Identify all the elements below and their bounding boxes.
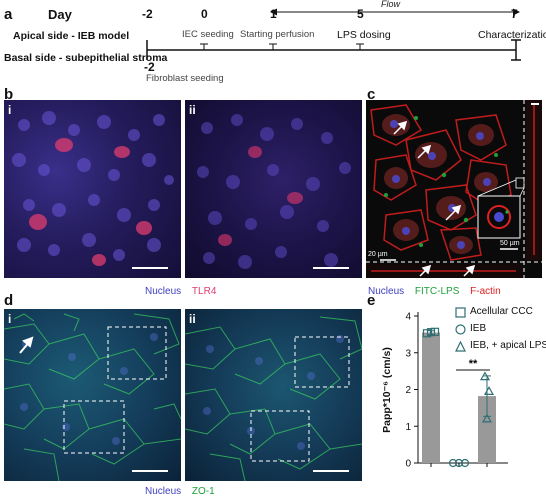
circle-marker-icon <box>455 324 466 335</box>
y-tick-label: 0 <box>405 459 411 470</box>
panel-label-b: b <box>4 86 14 103</box>
scale-label-c-main: 20 µm <box>368 251 388 258</box>
legend-e-label: Acellular CCC <box>470 306 533 317</box>
day-5: 5 <box>357 7 364 21</box>
chart-e: 0 1 2 3 4 ** <box>405 312 508 470</box>
legend-c-f-actin: F-actin <box>470 286 501 297</box>
data-point-triangle <box>481 413 493 423</box>
y-tick-label: 3 <box>405 348 411 359</box>
panel-label-e: e <box>367 292 376 309</box>
flow-label: Flow <box>381 0 401 9</box>
apical-label: Apical side - IEB model <box>13 30 130 42</box>
legend-c-fitc-lps: FITC-LPS <box>414 286 460 297</box>
chart-e-ylabel: Papp*10⁻⁶ (cm/s) <box>381 347 393 433</box>
sublabel-b-i: i <box>8 103 12 117</box>
day-1: 1 <box>270 7 277 21</box>
bar <box>478 396 496 463</box>
basal-day: -2 <box>144 60 155 74</box>
data-point-triangle <box>483 386 495 395</box>
day-0: 0 <box>201 7 208 21</box>
day-minus2: -2 <box>142 7 153 21</box>
chart-e-significance: ** <box>456 358 490 371</box>
flow-arrow <box>270 8 520 16</box>
legend-b-nucleus: Nucleus <box>145 286 182 297</box>
sublabel-d-i: i <box>8 312 12 326</box>
micrograph-d-ii: ii <box>185 309 362 481</box>
scale-bar-d-ii <box>313 470 349 472</box>
panel-label-c: c <box>367 86 376 103</box>
micrograph-b-i: i <box>4 100 181 278</box>
panel-label-a: a <box>4 6 13 23</box>
data-point-circle <box>448 458 458 468</box>
chart-e-points <box>422 327 495 468</box>
scale-label-c-inset: 50 µm <box>500 240 520 247</box>
scale-bar-d-i <box>132 470 168 472</box>
legend-b-tlr4: TLR4 <box>191 286 217 297</box>
y-tick-label: 2 <box>405 385 411 396</box>
bar <box>422 332 440 463</box>
sublabel-d-ii: ii <box>189 312 196 326</box>
significance-stars: ** <box>469 358 478 370</box>
panel-label-d: d <box>4 292 14 309</box>
timeline-panel: a Day -2 0 1 5 7 Flow Apical side - IEB … <box>0 0 546 88</box>
legend-c: Nucleus FITC-LPS F-actin <box>368 286 501 297</box>
data-point-circle <box>454 458 464 468</box>
micrograph-b-ii: ii <box>185 100 362 278</box>
event-iec-seeding: IEC seeding <box>182 29 234 40</box>
micrograph-b-ii-texture <box>197 114 351 269</box>
micrograph-b-i-texture <box>12 111 174 266</box>
micrograph-d-ii-texture <box>185 316 362 481</box>
micrograph-c-texture <box>366 100 542 278</box>
micrograph-d-i-texture <box>4 313 181 481</box>
legend-c-nucleus: Nucleus <box>368 286 405 297</box>
sublabel-b-ii: ii <box>189 103 196 117</box>
micrograph-d-i: i <box>4 309 181 481</box>
event-starting-perfusion: Starting perfusion <box>240 29 315 40</box>
micrograph-c: 50 µm 20 µm <box>366 100 542 278</box>
legend-d-nucleus: Nucleus <box>145 486 182 497</box>
event-characterization: Characterization <box>478 29 546 41</box>
chart-e-bars <box>422 332 496 463</box>
event-fibroblast-seeding: Fibroblast seeding <box>146 73 224 84</box>
basal-label: Basal side - subepithelial stroma <box>4 52 168 64</box>
legend-d: Nucleus ZO-1 <box>145 486 215 497</box>
legend-e-label: IEB <box>470 323 487 334</box>
legend-d-zo1: ZO-1 <box>191 486 215 497</box>
y-tick-label: 4 <box>405 312 411 323</box>
data-point-square <box>430 327 440 336</box>
data-point-triangle <box>479 371 491 381</box>
y-tick-label: 1 <box>405 422 411 433</box>
scale-bar-b-ii <box>313 267 349 269</box>
scale-bar-b-i <box>132 267 168 269</box>
square-marker-icon <box>455 307 466 318</box>
triangle-marker-icon <box>455 341 466 352</box>
chart-e-ylabel-wrap: Papp*10⁻⁶ (cm/s) <box>378 315 396 465</box>
legend-b: Nucleus TLR4 <box>145 286 216 297</box>
legend-e-label: IEB, + apical LPS <box>470 340 546 351</box>
event-lps-dosing: LPS dosing <box>337 29 391 41</box>
timeline-axis <box>146 39 521 61</box>
data-point-circle <box>460 458 470 468</box>
day-label: Day <box>48 7 72 22</box>
